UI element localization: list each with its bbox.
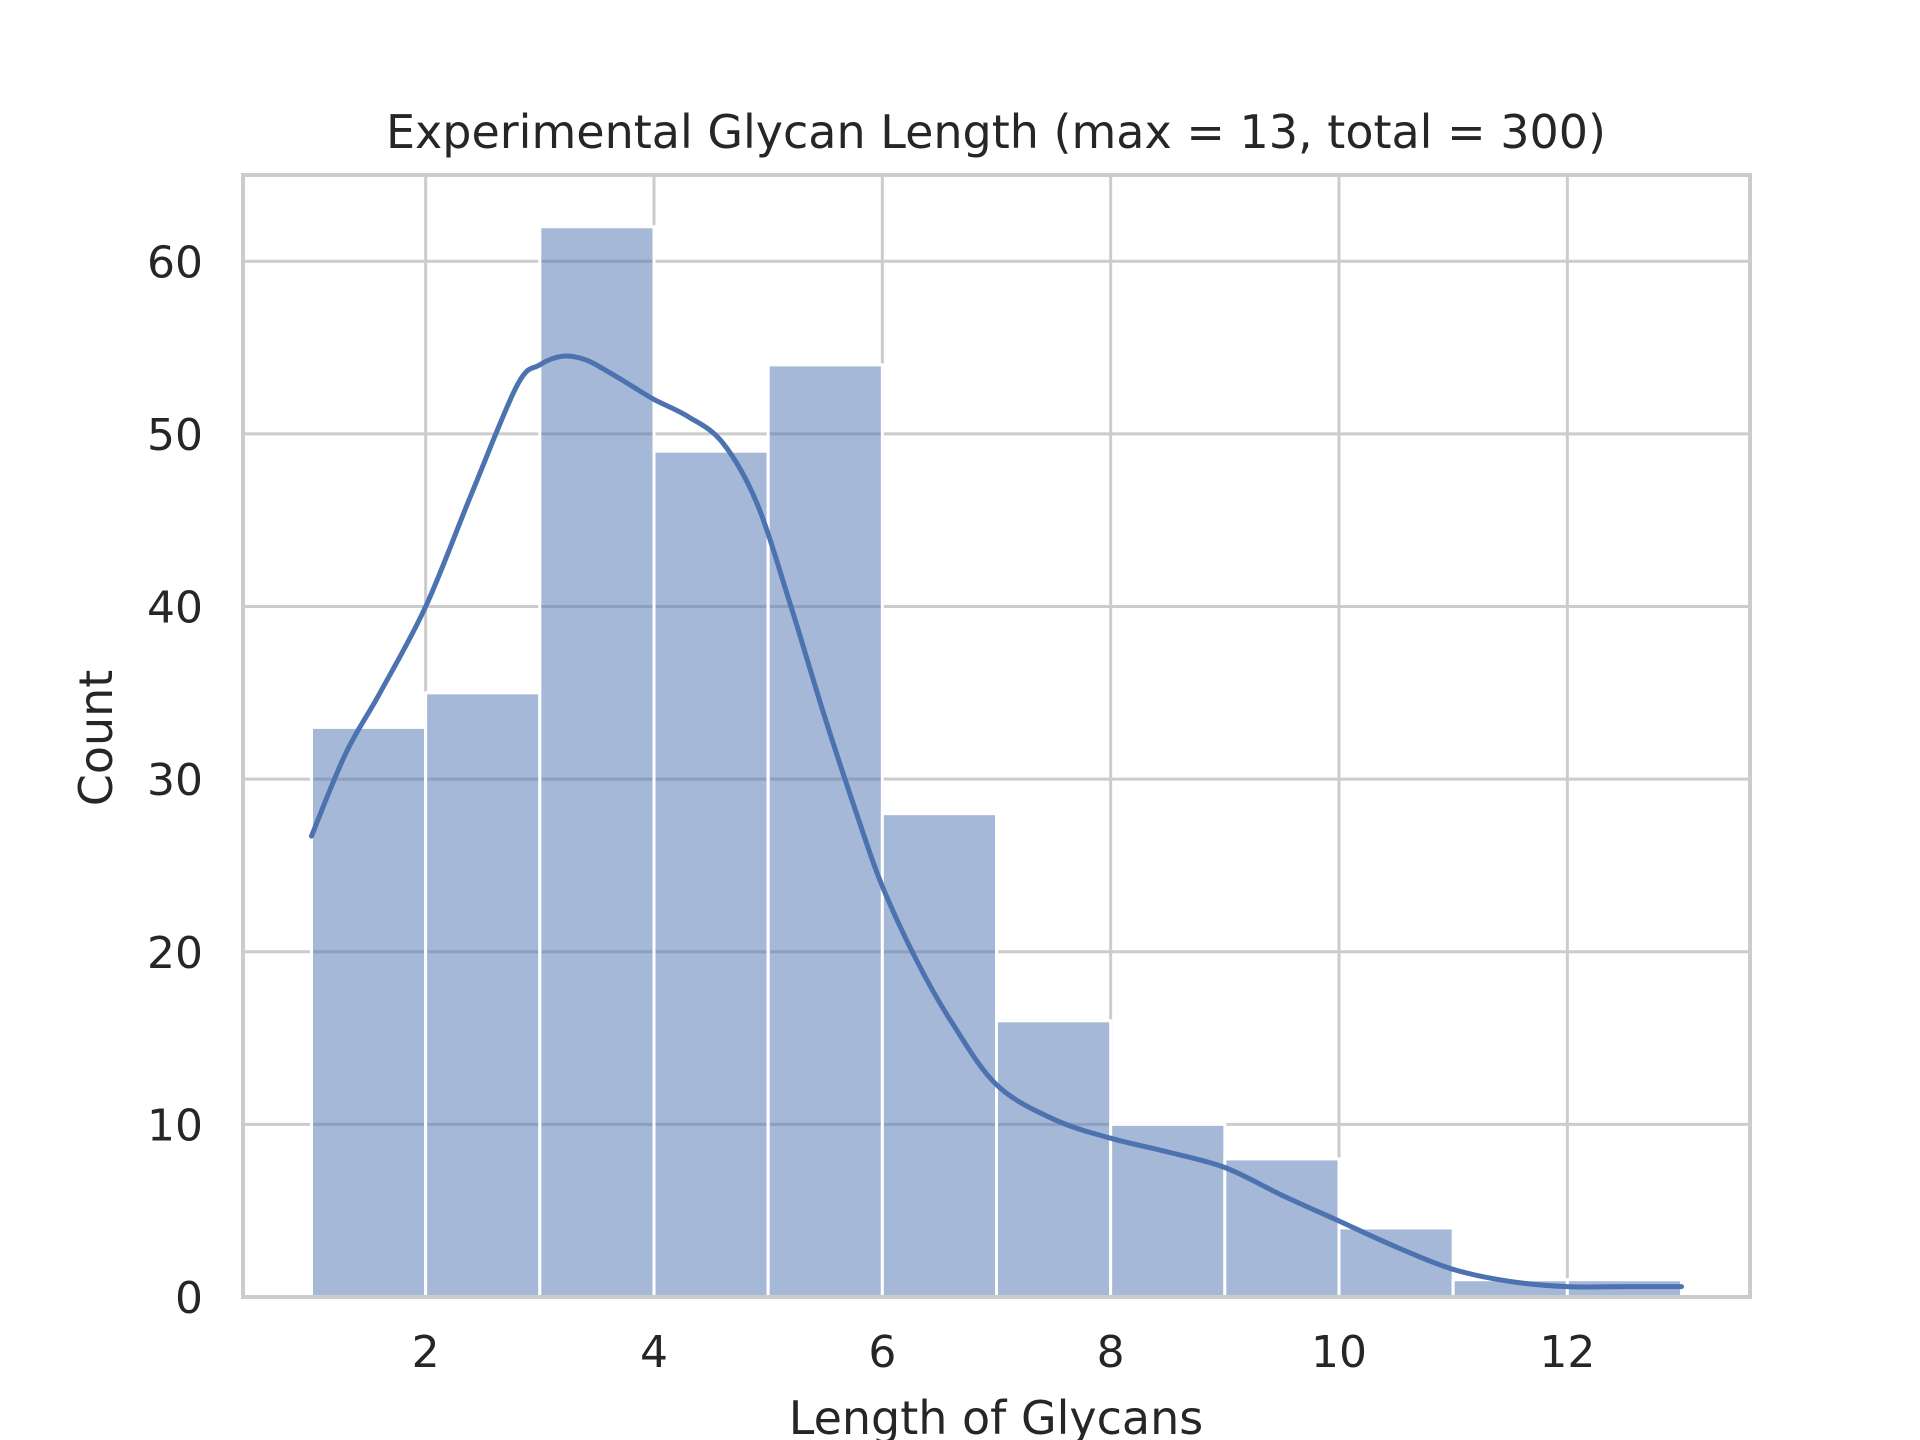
histogram-bar bbox=[310, 725, 428, 1299]
x-axis-label: Length of Glycans bbox=[789, 1391, 1204, 1440]
y-tick-label: 50 bbox=[147, 410, 203, 461]
x-tick-label: 8 bbox=[1097, 1327, 1125, 1378]
histogram-bar bbox=[424, 691, 542, 1299]
y-tick-label: 10 bbox=[147, 1100, 203, 1151]
histogram-bar bbox=[1223, 1157, 1341, 1299]
x-tick-label: 4 bbox=[640, 1327, 668, 1378]
histogram-bar bbox=[880, 812, 998, 1299]
y-tick-label: 0 bbox=[175, 1273, 203, 1324]
kde-curve bbox=[309, 353, 1684, 1290]
kde-layer bbox=[309, 353, 1684, 1290]
x-tick-label: 12 bbox=[1539, 1327, 1595, 1378]
histogram-bar bbox=[766, 363, 884, 1299]
x-tick-label: 2 bbox=[412, 1327, 440, 1378]
y-tick-label: 20 bbox=[147, 928, 203, 979]
x-tick-label: 6 bbox=[868, 1327, 896, 1378]
y-tick-label: 40 bbox=[147, 583, 203, 634]
x-tick-label: 10 bbox=[1311, 1327, 1367, 1378]
chart-title: Experimental Glycan Length (max = 13, to… bbox=[386, 105, 1606, 159]
tick-labels: 2 4 6 8 10 12 0 10 20 30 40 50 60 bbox=[147, 237, 1595, 1378]
y-tick-label: 60 bbox=[147, 237, 203, 288]
bars-layer bbox=[310, 225, 1684, 1299]
plot-border bbox=[241, 173, 1752, 1299]
histogram-bar bbox=[995, 1019, 1113, 1299]
y-tick-label: 30 bbox=[147, 755, 203, 806]
plot-frame bbox=[241, 173, 1752, 1299]
histogram-bar bbox=[652, 449, 770, 1299]
histogram-bar bbox=[538, 225, 656, 1299]
y-axis-label: Count bbox=[69, 670, 123, 807]
